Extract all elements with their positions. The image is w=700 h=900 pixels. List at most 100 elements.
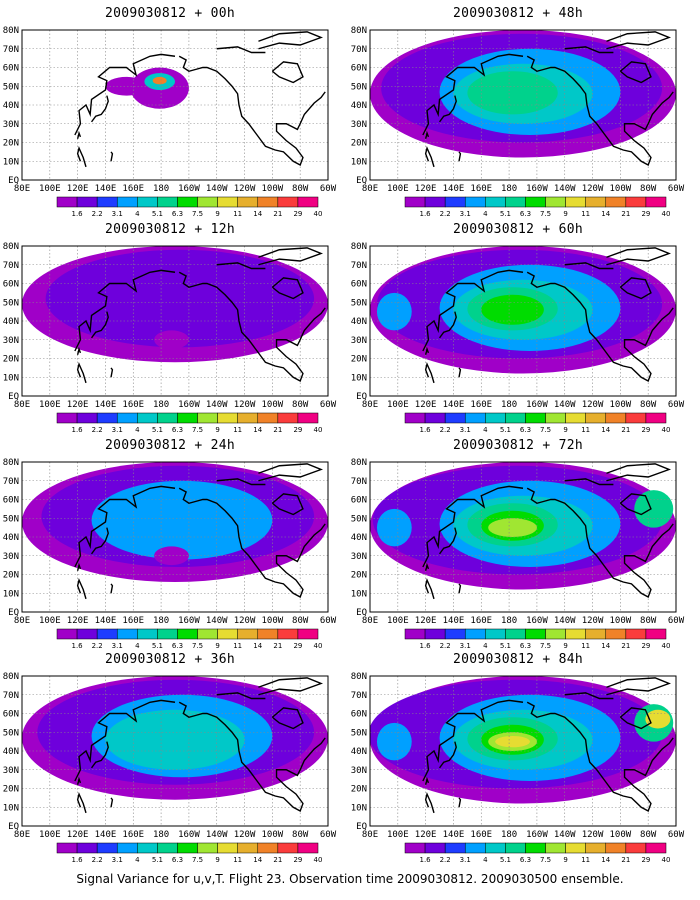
colorbar-swatch (217, 628, 238, 640)
y-tick-label: 80N (3, 672, 19, 682)
colorbar-swatch (217, 196, 238, 208)
colorbar-label: 4 (483, 210, 488, 218)
colorbar-swatch (217, 412, 238, 424)
y-tick-label: 80N (351, 458, 367, 468)
x-tick-label: 80W (292, 400, 309, 410)
coastline (606, 31, 672, 50)
y-tick-label: 10N (351, 589, 367, 599)
colorbar-swatch (237, 196, 259, 208)
colorbar-swatch (605, 196, 627, 208)
x-tick-label: 80W (292, 616, 309, 626)
colorbar-label: 29 (641, 210, 650, 218)
map-frame (369, 461, 677, 613)
coastline (424, 361, 435, 384)
forecast-panel: 2009030812 + 48h EQ 10N 20N 30N 40N 50N 60N 70N 8… (348, 6, 688, 226)
x-tick-label: 100E (39, 616, 61, 626)
colorbar-label: 2.2 (440, 210, 451, 218)
forecast-panel: 2009030812 + 24h EQ 10N 20N 30N 40N 50N 60N 70N 8… (0, 438, 340, 658)
colorbar-swatch (56, 628, 78, 640)
x-tick-label: 120E (415, 184, 437, 194)
map-frame (369, 245, 677, 397)
variance-region (481, 294, 544, 325)
panel-title: 2009030812 + 36h (104, 652, 236, 667)
y-tick-label: 70N (3, 477, 19, 487)
colorbar-label: 2.2 (92, 642, 103, 650)
colorbar-swatch (565, 842, 586, 854)
colorbar-swatch (257, 842, 279, 854)
colorbar-label: 4 (135, 210, 140, 218)
colorbar-swatch (237, 412, 259, 424)
colorbar-swatch (464, 412, 486, 424)
colorbar-swatch (137, 628, 158, 640)
colorbar-swatch (197, 842, 218, 854)
colorbar-label: 6.3 (520, 642, 531, 650)
colorbar-label: 2.2 (92, 426, 103, 434)
colorbar-swatch (645, 842, 667, 854)
y-tick-label: 10N (3, 589, 19, 599)
colorbar-swatch (96, 412, 118, 424)
variance-region (376, 722, 412, 761)
colorbar-swatch (177, 628, 198, 640)
variance-region (376, 508, 412, 547)
x-tick-label: 60W (320, 184, 337, 194)
coastline (76, 361, 87, 384)
coastline (438, 311, 457, 339)
colorbar-label: 21 (273, 426, 282, 434)
x-tick-label: 100E (387, 830, 409, 840)
colorbar-label: 7.5 (192, 426, 203, 434)
colorbar-swatch (96, 628, 118, 640)
colorbar-label: 14 (253, 856, 262, 864)
colorbar-label: 2.2 (440, 426, 451, 434)
panel-title: 2009030812 + 48h (452, 6, 584, 21)
coastline (424, 577, 435, 600)
colorbar-label: 6.3 (172, 210, 183, 218)
y-tick-label: EQ (356, 176, 367, 186)
coastline (76, 130, 82, 139)
x-tick-label: 60W (320, 616, 337, 626)
colorbar-swatch (257, 628, 279, 640)
y-tick-label: 30N (351, 120, 367, 130)
colorbar-label: 40 (662, 426, 671, 434)
colorbar-swatch (545, 196, 566, 208)
coastline (76, 791, 87, 814)
colorbar-label: 1.6 (420, 210, 432, 218)
x-tick-label: 80E (362, 400, 378, 410)
colorbar-swatch (157, 412, 178, 424)
colorbar-swatch (645, 412, 667, 424)
colorbar-label: 21 (273, 642, 282, 650)
x-tick-label: 140E (95, 830, 117, 840)
panel-title: 2009030812 + 12h (104, 222, 236, 237)
x-tick-label: 80W (292, 830, 309, 840)
colorbar-label: 21 (621, 642, 630, 650)
colorbar-swatch (116, 412, 138, 424)
coastline (422, 485, 524, 568)
coastline (216, 692, 266, 700)
colorbar-swatch (277, 412, 299, 424)
colorbar-swatch (545, 628, 566, 640)
y-tick-label: 40N (351, 747, 367, 757)
variance-region (634, 490, 674, 528)
colorbar-swatch (505, 628, 526, 640)
y-tick-label: 60N (3, 280, 19, 290)
colorbar-swatch (525, 628, 546, 640)
x-tick-label: 120W (234, 616, 256, 626)
colorbar-swatch (464, 196, 486, 208)
x-tick-label: 180 (501, 184, 517, 194)
colorbar-swatch (424, 196, 446, 208)
colorbar-label: 11 (581, 856, 590, 864)
coastline (216, 262, 266, 270)
x-tick-label: 100E (39, 400, 61, 410)
colorbar-swatch (585, 842, 607, 854)
map-frame (21, 245, 329, 397)
coastline (74, 699, 176, 782)
coastline (564, 262, 614, 270)
coastline (458, 151, 462, 162)
variance-region (45, 249, 315, 348)
x-tick-label: 140E (95, 616, 117, 626)
x-tick-label: 120W (582, 830, 604, 840)
colorbar-label: 40 (662, 210, 671, 218)
y-tick-label: 40N (351, 317, 367, 327)
colorbar-swatch (525, 412, 546, 424)
colorbar-label: 3.1 (460, 856, 471, 864)
